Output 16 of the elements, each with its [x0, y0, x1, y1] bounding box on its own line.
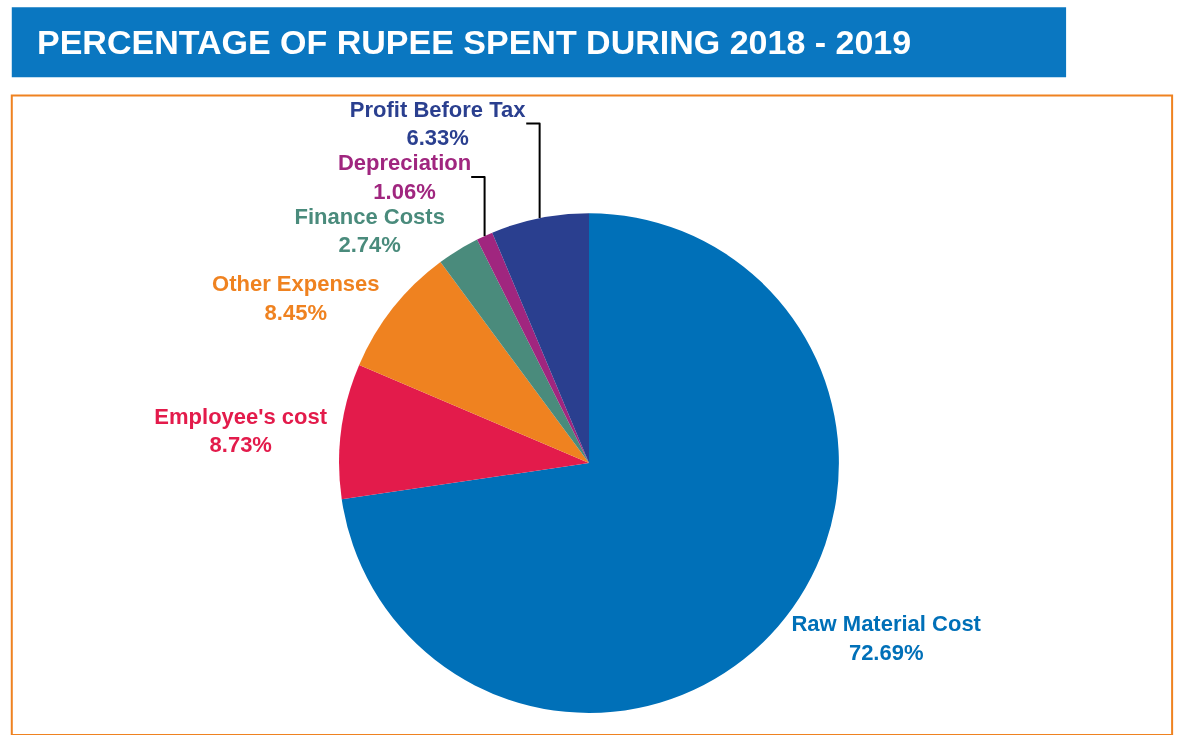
- slice-label: Employee's cost: [154, 403, 328, 429]
- slice-label: Raw Material Cost: [791, 611, 982, 637]
- slice-label: Profit Before Tax: [349, 96, 527, 122]
- slice-label: Other Expenses: [212, 270, 380, 296]
- pie-slice: [440, 239, 589, 464]
- pie-slice: [339, 364, 589, 500]
- data-label: 6.33%: [406, 125, 469, 151]
- chart-title: PERCENTAGE OF RUPEE SPENT DURING 2018 - 2019: [37, 23, 912, 61]
- pie-slice: [492, 213, 589, 464]
- data-label: 2.74%: [338, 232, 401, 258]
- data-label: 8.45%: [264, 299, 327, 325]
- data-label: 72.69%: [848, 639, 924, 665]
- slice-label: Finance Costs: [294, 203, 445, 229]
- slice-label: Depreciation: [337, 150, 472, 176]
- data-label: 8.73%: [209, 432, 272, 458]
- data-label: 1.06%: [373, 178, 436, 204]
